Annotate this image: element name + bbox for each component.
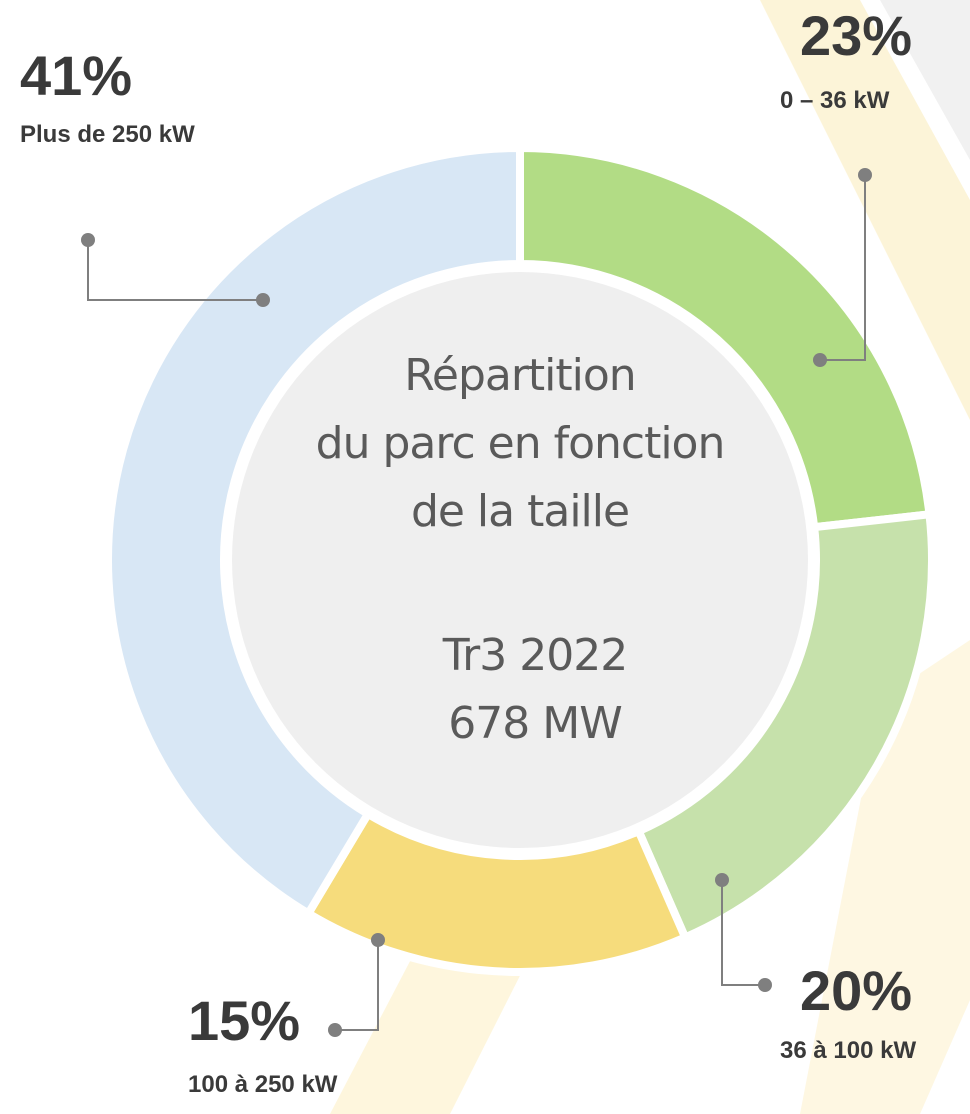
inner-circle: [232, 272, 808, 848]
center-subline: Tr3 2022: [442, 630, 627, 681]
category-label: Plus de 250 kW: [20, 121, 195, 148]
category-label: 0 – 36 kW: [780, 87, 890, 114]
center-line: du parc en fonction: [316, 418, 725, 469]
leader-dot: [371, 933, 385, 947]
leader-line: [820, 175, 866, 361]
value-label: 23%: [800, 4, 912, 67]
category-label: 36 à 100 kW: [780, 1037, 916, 1064]
leader-line: [721, 880, 765, 986]
labels: 23% 0 – 36 kW 20% 36 à 100 kW 15% 100 à 250 k…: [20, 4, 916, 1098]
center-title: Répartition du parc en fonction de la ta…: [316, 350, 726, 749]
center-line: de la taille: [411, 486, 629, 537]
value-label: 20%: [800, 959, 912, 1022]
center-line: Répartition: [404, 350, 635, 401]
leader-dot: [328, 1023, 342, 1037]
leader-dot: [858, 168, 872, 182]
leader-dot: [715, 873, 729, 887]
leader-line: [335, 940, 379, 1031]
donut: [104, 143, 936, 976]
leader-dot: [813, 353, 827, 367]
value-label: 15%: [188, 989, 300, 1052]
category-label: 100 à 250 kW: [188, 1071, 338, 1098]
leader-dot: [256, 293, 270, 307]
leader-line: [87, 240, 263, 301]
leader-dot: [758, 978, 772, 992]
value-label: 41%: [20, 44, 132, 107]
center-subline: 678 MW: [448, 698, 622, 749]
leader-dot: [81, 233, 95, 247]
